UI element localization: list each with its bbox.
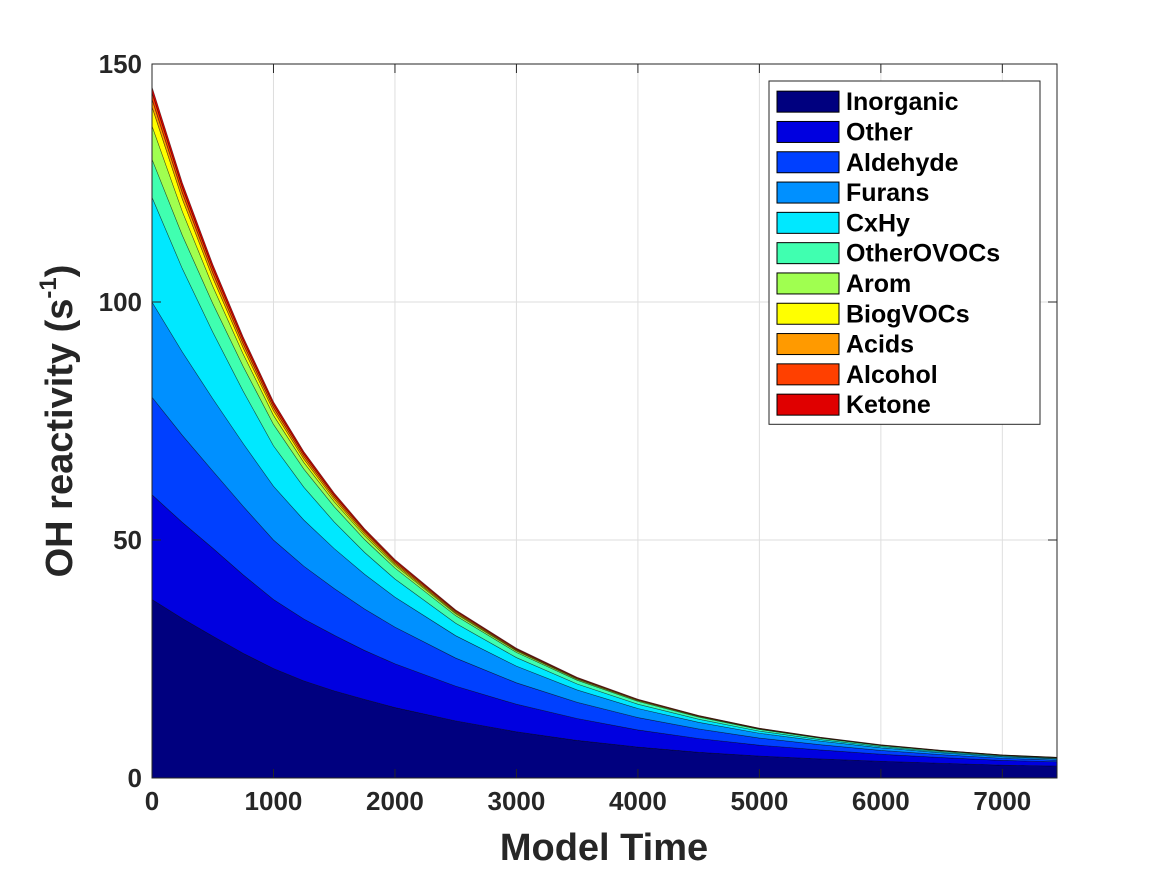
x-tick-label: 0	[145, 786, 159, 816]
legend-swatch-ketone	[776, 393, 840, 416]
y-tick-label: 50	[113, 525, 142, 555]
y-tick-label: 150	[99, 49, 142, 79]
y-axis-label-close: )	[39, 265, 81, 278]
legend-label-inorganic: Inorganic	[846, 88, 959, 116]
legend-swatch-other	[776, 120, 840, 143]
legend-label-aldehyde: Aldehyde	[846, 149, 959, 177]
legend-swatch-acids	[776, 333, 840, 356]
axis-ticks: 0 1000 2000 3000 4000 5000 6000 7000 0 50 100 150	[99, 49, 1057, 816]
x-tick-label: 2000	[366, 786, 424, 816]
legend-label-biogvocs: BiogVOCs	[846, 300, 970, 328]
legend-swatch-biogvocs	[776, 302, 840, 325]
y-tick-label: 100	[99, 287, 142, 317]
legend-label-arom: Arom	[846, 270, 911, 298]
legend-label-other: Other	[846, 118, 913, 146]
legend-label-alcohol: Alcohol	[846, 361, 938, 389]
x-tick-label: 4000	[609, 786, 667, 816]
y-axis-label-sup: -1	[35, 277, 62, 298]
legend-label-furans: Furans	[846, 179, 929, 207]
legend-label-acids: Acids	[846, 331, 914, 359]
x-axis-label: Model Time	[500, 827, 708, 869]
legend-swatch-aldehyde	[776, 151, 840, 174]
legend-swatch-inorganic	[776, 90, 840, 113]
legend-swatch-furans	[776, 181, 840, 204]
legend-label-cxhy: CxHy	[846, 209, 910, 237]
y-axis-label-main: OH reactivity (s	[39, 299, 81, 578]
plot-frame	[151, 63, 1058, 779]
x-tick-label: 1000	[245, 786, 303, 816]
legend-swatch-arom	[776, 272, 840, 295]
y-tick-label: 0	[128, 763, 142, 793]
legend-label-ketone: Ketone	[846, 391, 931, 419]
x-tick-label: 6000	[852, 786, 910, 816]
x-tick-label: 5000	[730, 786, 788, 816]
legend-label-otherovocs: OtherOVOCs	[846, 240, 1000, 268]
legend-swatch-otherovocs	[776, 242, 840, 265]
legend-swatch-cxhy	[776, 211, 840, 234]
legend-swatch-alcohol	[776, 363, 840, 386]
y-axis-label: OH reactivity (s-1)	[35, 265, 81, 578]
x-tick-label: 7000	[973, 786, 1031, 816]
x-tick-label: 3000	[488, 786, 546, 816]
